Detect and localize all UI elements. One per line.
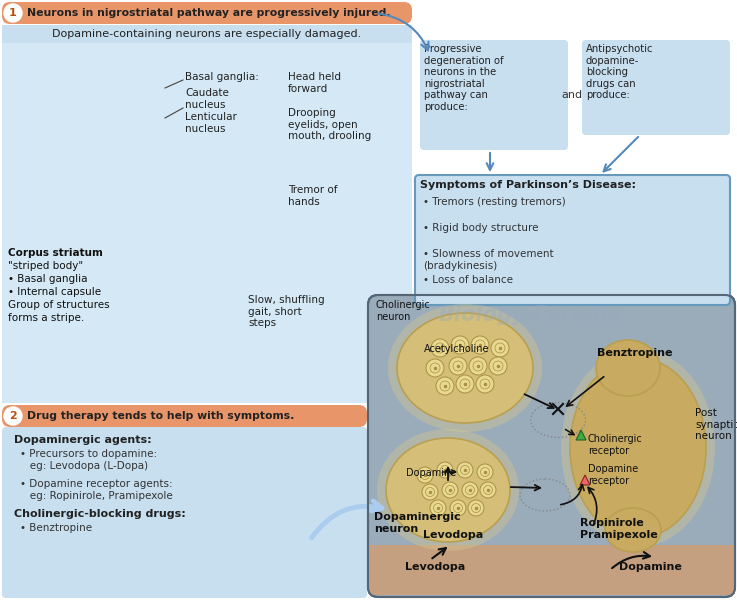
FancyBboxPatch shape [420,40,568,150]
Polygon shape [580,475,590,485]
Text: • Basal ganglia: • Basal ganglia [8,274,88,284]
Text: Drug therapy tends to help with symptoms.: Drug therapy tends to help with symptoms… [27,411,294,421]
FancyBboxPatch shape [415,175,730,305]
Text: Lenticular
nucleus: Lenticular nucleus [185,112,237,134]
Text: • Tremors (resting tremors): • Tremors (resting tremors) [423,197,566,207]
Text: Group of structures: Group of structures [8,300,110,310]
Text: • Slowness of movement
(bradykinesis): • Slowness of movement (bradykinesis) [423,249,553,271]
Circle shape [476,375,494,393]
Text: Cholinergic
receptor: Cholinergic receptor [588,434,643,455]
Circle shape [442,482,458,498]
Text: Levodopa: Levodopa [423,530,483,540]
Text: Dopamine: Dopamine [406,468,456,478]
FancyBboxPatch shape [2,2,412,24]
Ellipse shape [388,304,542,432]
Text: Symptoms of Parkinson’s Disease:: Symptoms of Parkinson’s Disease: [420,180,636,190]
Circle shape [471,336,489,354]
Text: • Benztropine: • Benztropine [20,523,92,533]
Text: and: and [562,90,582,100]
Circle shape [426,359,444,377]
FancyBboxPatch shape [2,43,412,403]
Text: Caudate
nucleus: Caudate nucleus [185,88,229,110]
Text: Post
synaptic
neuron: Post synaptic neuron [695,408,737,441]
Ellipse shape [570,358,706,538]
Circle shape [451,336,469,354]
Circle shape [430,500,446,516]
Text: Progressive
degeneration of
neurons in the
nigrostriatal
pathway can
produce:: Progressive degeneration of neurons in t… [424,44,503,112]
Text: Drooping
eyelids, open
mouth, drooling: Drooping eyelids, open mouth, drooling [288,108,371,141]
Text: Corpus striatum: Corpus striatum [8,248,103,258]
Text: 2: 2 [9,411,17,421]
Circle shape [468,500,484,516]
Ellipse shape [605,508,661,552]
FancyBboxPatch shape [2,405,367,427]
Text: Head held
forward: Head held forward [288,72,341,94]
Circle shape [456,375,474,393]
Text: Benztropine: Benztropine [597,348,672,358]
FancyBboxPatch shape [2,427,367,598]
Text: 1: 1 [9,8,17,18]
Text: Dopamine: Dopamine [618,562,682,572]
Circle shape [480,482,496,498]
Circle shape [477,464,493,480]
Circle shape [431,339,449,357]
Text: "striped body": "striped body" [8,261,83,271]
FancyBboxPatch shape [582,40,730,135]
Text: Cholinergic-blocking drugs:: Cholinergic-blocking drugs: [14,509,186,519]
Ellipse shape [596,340,660,396]
Text: • Rigid body structure: • Rigid body structure [423,223,539,233]
Circle shape [450,500,466,516]
Circle shape [457,462,473,478]
Text: • Precursors to dopamine:
   eg: Levodopa (L-Dopa): • Precursors to dopamine: eg: Levodopa (… [20,449,157,470]
Text: Basal ganglia:: Basal ganglia: [185,72,259,82]
FancyBboxPatch shape [2,25,412,43]
Text: Cholinergic
neuron: Cholinergic neuron [376,300,430,322]
Text: Tremor of
hands: Tremor of hands [288,185,338,206]
Text: Dopaminergic
neuron: Dopaminergic neuron [374,512,461,533]
Circle shape [469,357,487,375]
Text: Slow, shuffling
gait, short
steps: Slow, shuffling gait, short steps [248,295,324,328]
Text: • Dopamine receptor agents:
   eg: Ropinirole, Pramipexole: • Dopamine receptor agents: eg: Ropiniro… [20,479,172,500]
Text: Dopaminergic agents:: Dopaminergic agents: [14,435,152,445]
FancyBboxPatch shape [368,295,735,597]
Text: Acetylcholine: Acetylcholine [424,344,489,354]
Text: Antipsychotic
dopamine-
blocking
drugs can
produce:: Antipsychotic dopamine- blocking drugs c… [586,44,654,100]
Circle shape [436,377,454,395]
Circle shape [462,482,478,498]
Circle shape [4,407,22,425]
Circle shape [489,357,507,375]
Polygon shape [576,430,586,440]
Circle shape [437,462,453,478]
Circle shape [422,484,438,500]
Text: Neurons in nigrostriatal pathway are progressively injured.: Neurons in nigrostriatal pathway are pro… [27,8,391,18]
Text: Dopamine
receptor: Dopamine receptor [588,464,638,485]
Bar [369,545,734,595]
Text: Dopamine-containing neurons are especially damaged.: Dopamine-containing neurons are especial… [52,29,362,39]
Text: forms a stripe.: forms a stripe. [8,313,84,323]
Ellipse shape [397,313,533,423]
Circle shape [417,467,433,483]
Ellipse shape [386,438,510,542]
Circle shape [449,357,467,375]
Ellipse shape [377,429,519,551]
Text: Ropinirole
Pramipexole: Ropinirole Pramipexole [580,518,657,539]
Circle shape [4,4,22,22]
Text: • Loss of balance: • Loss of balance [423,275,513,285]
Text: Levodopa: Levodopa [405,562,465,572]
Text: • Internal capsule: • Internal capsule [8,287,101,297]
Text: Biology-Forums: Biology-Forums [439,305,621,325]
Circle shape [491,339,509,357]
Ellipse shape [561,349,715,547]
